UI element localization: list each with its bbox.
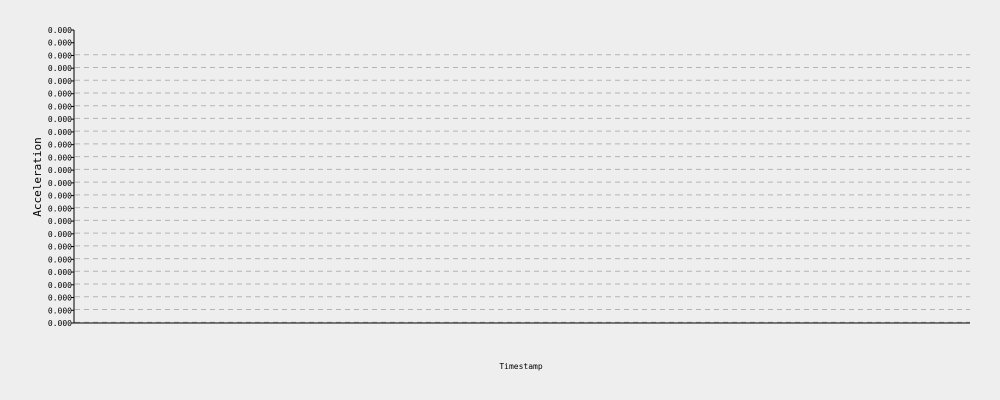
y-axis-ticks: 0.000 0.000 0.000 0.000 0.000 0.000 0.000 0.000… [48, 26, 74, 328]
y-tick-label: 0.000 [48, 51, 72, 60]
y-tick-label: 0.000 [48, 64, 72, 73]
y-tick-label: 0.000 [48, 255, 72, 264]
y-tick-label: 0.000 [48, 90, 72, 99]
y-tick-label: 0.000 [48, 204, 72, 213]
y-tick-label: 0.000 [48, 306, 72, 315]
y-tick-label: 0.000 [48, 294, 72, 303]
y-tick-label: 0.000 [48, 166, 72, 175]
y-tick-label: 0.000 [48, 217, 72, 226]
y-tick-label: 0.000 [48, 179, 72, 188]
y-tick-label: 0.000 [48, 102, 72, 111]
y-tick-label: 0.000 [48, 192, 72, 201]
y-tick-label: 0.000 [48, 153, 72, 162]
y-tick-label: 0.000 [48, 77, 72, 86]
y-tick-label: 0.000 [48, 26, 72, 35]
y-tick-label: 0.000 [48, 115, 72, 124]
y-tick-label: 0.000 [48, 39, 72, 48]
y-tick-label: 0.000 [48, 243, 72, 252]
y-tick-label: 0.000 [48, 128, 72, 137]
y-axis-title: Acceleration [31, 137, 44, 216]
x-axis-title: Timestamp [499, 362, 543, 371]
y-tick-label: 0.000 [48, 141, 72, 150]
y-tick-label: 0.000 [48, 319, 72, 328]
gridlines [75, 54, 970, 323]
y-tick-label: 0.000 [48, 268, 72, 277]
y-tick-label: 0.000 [48, 281, 72, 290]
y-tick-label: 0.000 [48, 230, 72, 239]
